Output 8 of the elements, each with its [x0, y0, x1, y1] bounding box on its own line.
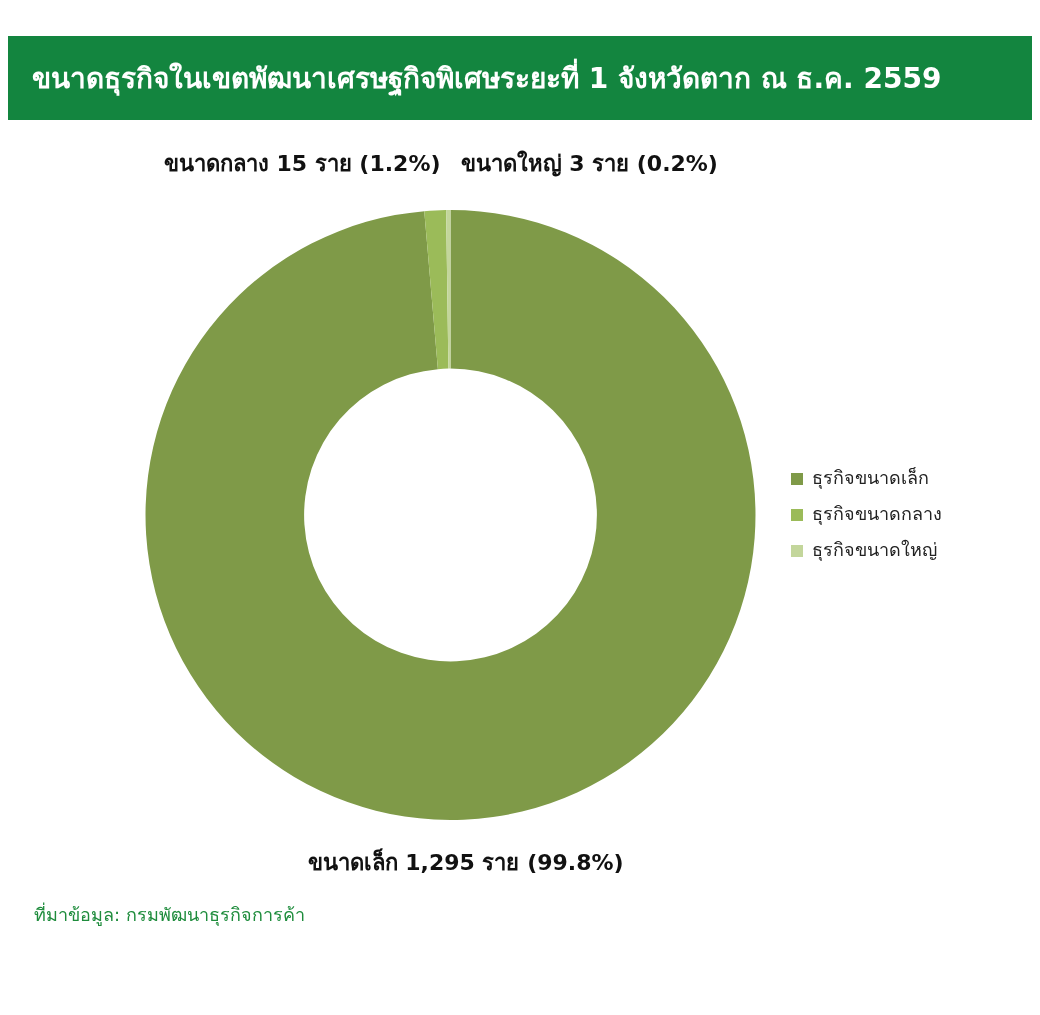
chart-title: ขนาดธุรกิจในเขตพัฒนาเศรษฐกิจพิเศษระยะที่ 1 จังหวัดตาก ณ ธ.ค. 2559 [8, 36, 1032, 120]
text: ที่มาข้อมูล: กรมพัฒนาธุรกิจการค้า [33, 901, 306, 928]
legend-label: ธุรกิจขนาดกลาง [812, 502, 942, 525]
legend-label: ธุรกิจขนาดใหญ่ [812, 538, 937, 561]
data-label: ขนาดกลาง 15 ราย (1.2%) [163, 151, 441, 177]
data-label: ขนาดเล็ก 1,295 ราย (99.8%) [307, 848, 624, 876]
data-label: ขนาดใหญ่ 3 ราย (0.2%) [460, 149, 718, 177]
legend-label: ธุรกิจขนาดเล็ก [812, 465, 929, 489]
